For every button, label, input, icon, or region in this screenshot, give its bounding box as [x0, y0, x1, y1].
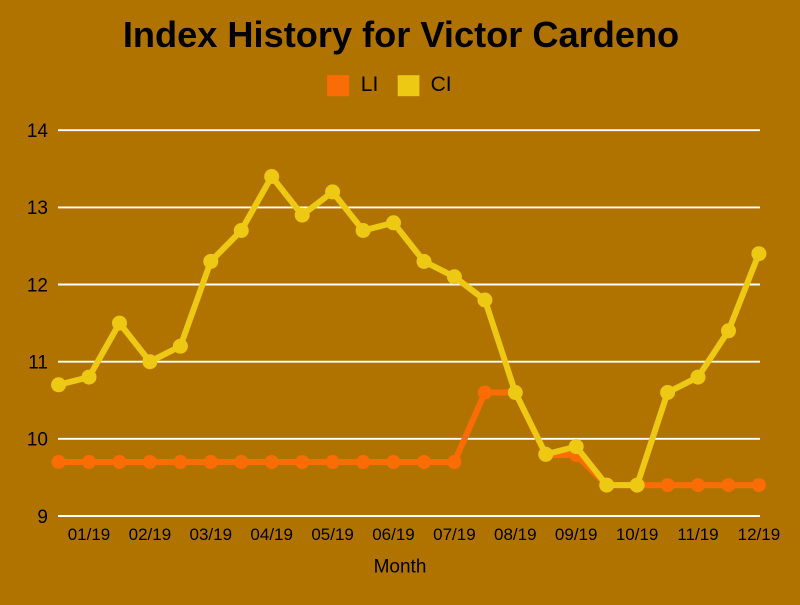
svg-text:14: 14: [27, 121, 49, 142]
svg-text:LI: LI: [361, 73, 379, 96]
svg-text:06/19: 06/19: [372, 525, 415, 544]
svg-text:09/19: 09/19: [555, 525, 598, 544]
svg-text:Month: Month: [374, 557, 427, 578]
svg-text:CI: CI: [431, 73, 452, 96]
svg-text:12/19: 12/19: [738, 525, 781, 544]
svg-text:04/19: 04/19: [250, 525, 293, 544]
svg-text:03/19: 03/19: [190, 525, 233, 544]
svg-text:01/19: 01/19: [68, 525, 111, 544]
svg-text:10/19: 10/19: [616, 525, 659, 544]
svg-text:13: 13: [27, 198, 48, 219]
svg-text:9: 9: [37, 507, 48, 528]
svg-text:07/19: 07/19: [433, 525, 476, 544]
svg-text:11/19: 11/19: [677, 525, 718, 544]
svg-text:11: 11: [28, 353, 48, 374]
svg-text:05/19: 05/19: [311, 525, 354, 544]
svg-text:08/19: 08/19: [494, 525, 537, 544]
svg-text:12: 12: [27, 275, 48, 296]
svg-text:Index History for Victor Carde: Index History for Victor Cardeno: [123, 14, 679, 55]
svg-text:10: 10: [27, 430, 48, 451]
svg-text:02/19: 02/19: [129, 525, 172, 544]
